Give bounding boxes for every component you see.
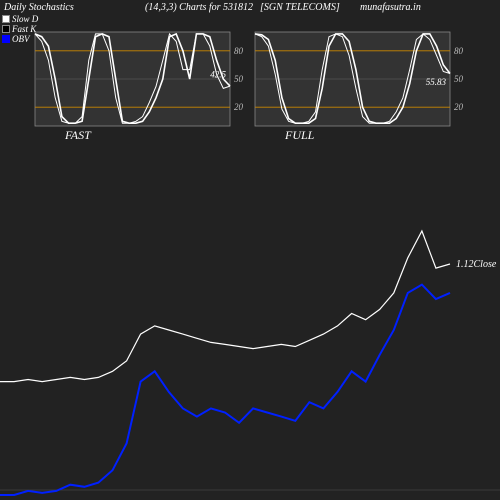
svg-text:20: 20 [454, 102, 464, 112]
swatch-black [2, 25, 10, 33]
title: Daily Stochastics [4, 2, 74, 13]
swatch-white [2, 15, 10, 23]
symbol: [SGN TELECOMS] [260, 2, 340, 13]
legend-label: Fast K [12, 24, 36, 34]
panel-label-full: FULL [285, 128, 314, 143]
legend-label: OBV [12, 34, 30, 44]
svg-text:50: 50 [454, 74, 464, 84]
svg-text:55.83: 55.83 [426, 77, 447, 87]
legend-label: Slow D [12, 14, 38, 24]
svg-text:80: 80 [234, 46, 244, 56]
svg-text:1.12Close: 1.12Close [456, 259, 497, 270]
params: (14,3,3) Charts for 531812 [145, 2, 253, 13]
svg-text:20: 20 [234, 102, 244, 112]
swatch-blue [2, 35, 10, 43]
chart-canvas: 20 50 80 42.5 20 50 80 55.83 1.12Close [0, 0, 500, 500]
legend-fast-k: Fast K [2, 24, 38, 34]
svg-text:50: 50 [234, 74, 244, 84]
panel-label-fast: FAST [65, 128, 91, 143]
legend: Slow D Fast K OBV [2, 14, 38, 44]
legend-obv: OBV [2, 34, 38, 44]
legend-slow-d: Slow D [2, 14, 38, 24]
site: munafasutra.in [360, 2, 421, 13]
svg-text:80: 80 [454, 46, 464, 56]
svg-text:42.5: 42.5 [210, 69, 226, 79]
